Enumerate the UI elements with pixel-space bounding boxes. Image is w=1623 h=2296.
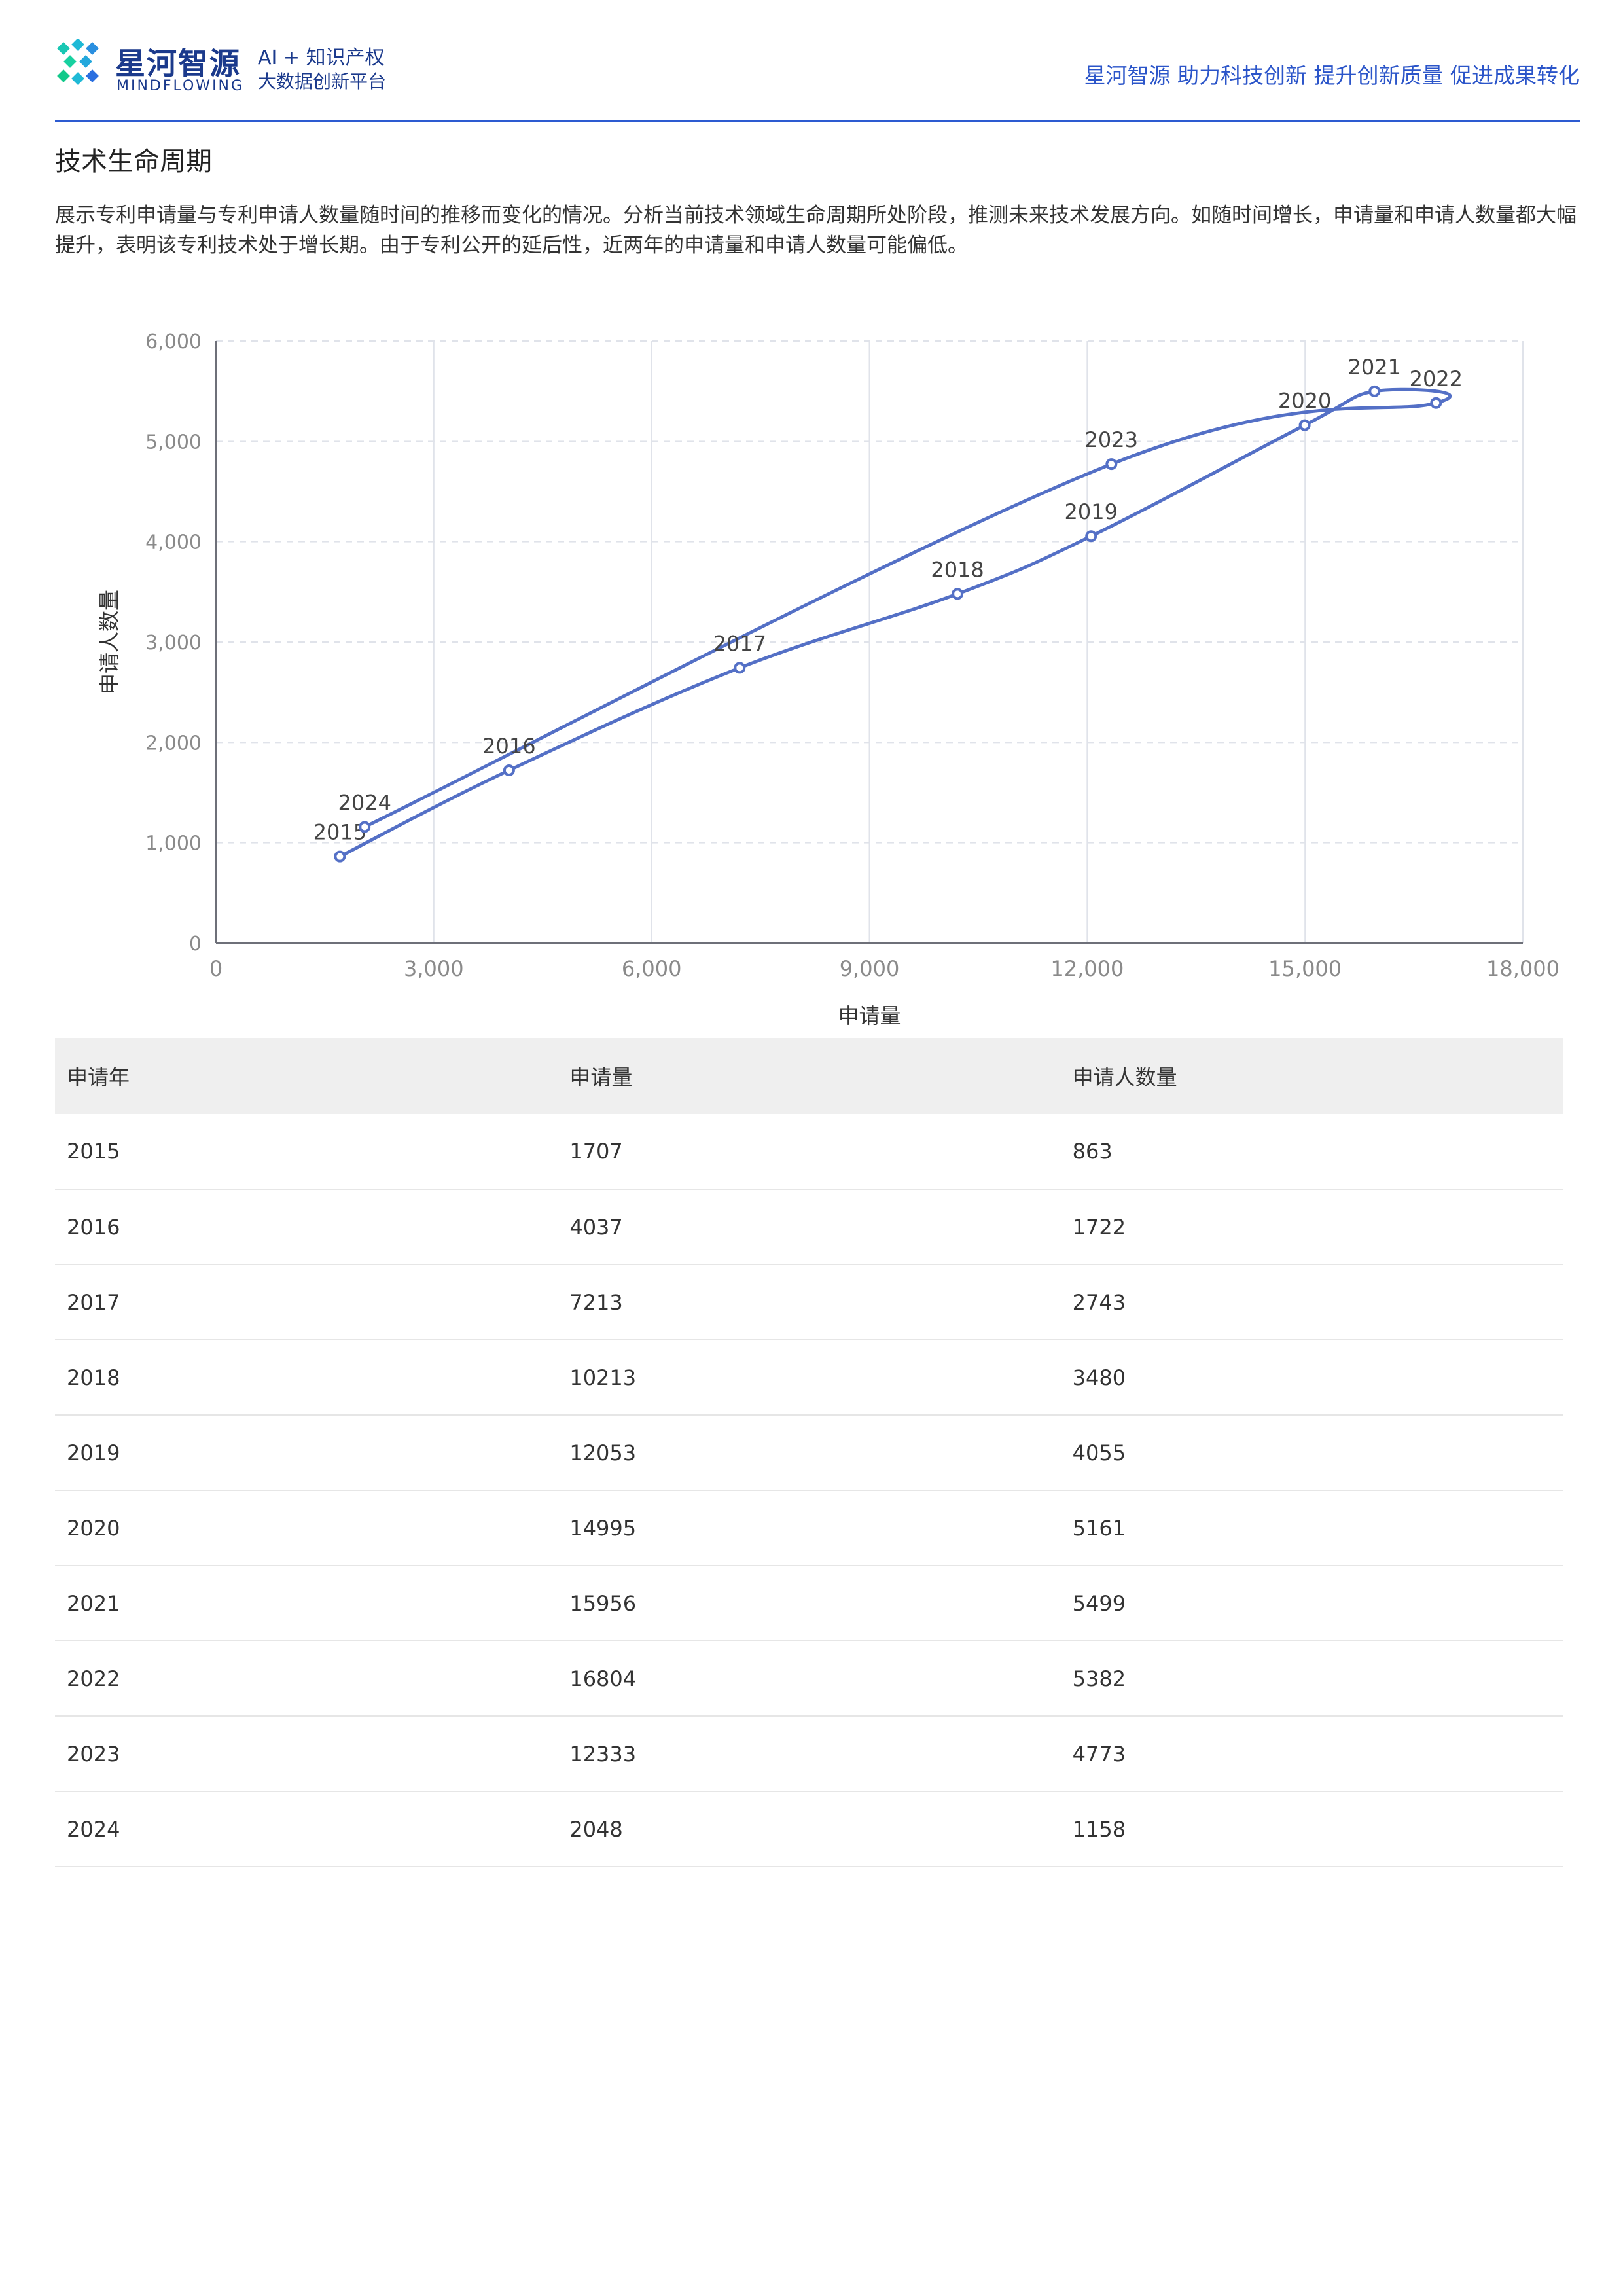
cell-applicants: 5382 (1072, 1666, 1126, 1691)
data-label-2019: 2019 (1064, 499, 1117, 524)
y-tick-label: 1,000 (145, 833, 202, 855)
cell-applicants: 863 (1072, 1139, 1113, 1164)
column-header-applicants: 申请人数量 (1072, 1065, 1177, 1090)
data-point-2017 (734, 662, 746, 674)
table-row: 2023 12333 4773 (55, 1716, 1563, 1791)
x-tick-label: 15,000 (1268, 956, 1342, 981)
y-tick-label: 4,000 (145, 531, 202, 554)
brand-tagline-2: 大数据创新平台 (258, 71, 387, 92)
series-line (339, 387, 1452, 858)
cell-year: 2021 (67, 1590, 120, 1616)
table-header-row: 申请年 申请量 申请人数量 (55, 1038, 1563, 1114)
cell-applications: 14995 (569, 1515, 637, 1541)
cell-applicants: 4055 (1072, 1440, 1126, 1465)
page-header: 星河智源 MINDFLOWING AI + 知识产权 大数据创新平台 星河智源 … (55, 36, 1580, 121)
cell-year: 2024 (67, 1816, 120, 1842)
cell-applications: 15956 (569, 1590, 637, 1616)
cell-year: 2022 (67, 1666, 120, 1691)
cell-year: 2019 (67, 1440, 120, 1465)
data-point-2019 (1085, 530, 1097, 543)
x-tick-label: 6,000 (622, 956, 682, 981)
data-point-2018 (952, 588, 964, 600)
section-description: 展示专利申请量与专利申请人数量随时间的推移而变化的情况。分析当前技术领域生命周期… (55, 204, 1577, 257)
cell-applications: 10213 (569, 1365, 637, 1390)
cell-year: 2016 (67, 1214, 120, 1240)
cell-applications: 1707 (569, 1139, 623, 1164)
x-axis-title: 申请量 (838, 1003, 901, 1028)
x-tick-label: 9,000 (840, 956, 900, 981)
brand-name-en: MINDFLOWING (116, 78, 245, 94)
lifecycle-table: 申请年 申请量 申请人数量 2015 1707 863 2016 4037 1722 2… (55, 1038, 1563, 1867)
y-tick-label: 3,000 (145, 632, 202, 655)
data-label-2024: 2024 (338, 790, 391, 815)
cell-applications: 7213 (569, 1289, 623, 1315)
y-tick-label: 2,000 (145, 732, 202, 755)
cell-applications: 16804 (569, 1666, 637, 1691)
table-row: 2019 12053 4055 (55, 1415, 1563, 1490)
y-tick-label: 5,000 (145, 431, 202, 454)
data-label-2015: 2015 (313, 820, 366, 845)
cell-applications: 12053 (569, 1440, 637, 1465)
cell-applications: 2048 (569, 1816, 623, 1842)
column-header-applications: 申请量 (569, 1065, 633, 1090)
data-point-2022 (1430, 397, 1442, 409)
x-tick-label: 3,000 (404, 956, 464, 981)
table-row: 2015 1707 863 (55, 1114, 1563, 1189)
table-row: 2022 16804 5382 (55, 1641, 1563, 1716)
cell-applicants: 5499 (1072, 1590, 1126, 1616)
cell-year: 2020 (67, 1515, 120, 1541)
table-row: 2021 15956 5499 (55, 1566, 1563, 1641)
data-label-2021: 2021 (1348, 355, 1401, 380)
section-title: 技术生命周期 (55, 147, 212, 177)
mindflowing-logo-icon (57, 39, 99, 85)
cell-applications: 4037 (569, 1214, 623, 1240)
data-point-2020 (1298, 419, 1311, 431)
cell-year: 2018 (67, 1365, 120, 1390)
cell-applicants: 2743 (1072, 1289, 1126, 1315)
y-axis-title: 申请人数量 (97, 590, 122, 694)
cell-applicants: 5161 (1072, 1515, 1126, 1541)
cell-applications: 12333 (569, 1741, 637, 1767)
cell-applicants: 4773 (1072, 1741, 1126, 1767)
x-tick-label: 0 (209, 956, 223, 981)
data-label-2018: 2018 (931, 557, 984, 582)
y-tick-label: 0 (189, 933, 202, 956)
column-header-year: 申请年 (67, 1065, 130, 1090)
table-row: 2020 14995 5161 (55, 1490, 1563, 1566)
cell-year: 2023 (67, 1741, 120, 1767)
data-point-2024 (359, 821, 371, 833)
brand-name-cn: 星河智源 (115, 46, 241, 81)
data-label-2016: 2016 (482, 734, 535, 759)
data-point-2016 (503, 764, 515, 776)
data-label-2020: 2020 (1278, 389, 1331, 414)
table-row: 2024 2048 1158 (55, 1791, 1563, 1867)
cell-applicants: 3480 (1072, 1365, 1126, 1390)
table-row: 2018 10213 3480 (55, 1340, 1563, 1415)
cell-applicants: 1722 (1072, 1214, 1126, 1240)
table-row: 2016 4037 1722 (55, 1189, 1563, 1265)
lifecycle-chart: 0 1,000 2,000 3,000 4,000 5,000 6,000 0 3,000 6,0… (97, 331, 1560, 1028)
data-point-2023 (1105, 458, 1118, 471)
cell-year: 2015 (67, 1139, 120, 1164)
data-label-2022: 2022 (1410, 367, 1463, 391)
cell-year: 2017 (67, 1289, 120, 1315)
x-tick-label: 18,000 (1486, 956, 1560, 981)
data-label-2023: 2023 (1085, 427, 1138, 452)
data-label-2017: 2017 (713, 631, 766, 656)
data-point-2015 (334, 850, 346, 863)
header-divider (55, 120, 1580, 122)
cell-applicants: 1158 (1072, 1816, 1126, 1842)
y-tick-label: 6,000 (145, 331, 202, 353)
data-point-2021 (1368, 385, 1381, 397)
header-slogan: 星河智源 助力科技创新 提升创新质量 促进成果转化 (1084, 63, 1580, 88)
brand-tagline-1: AI + 知识产权 (258, 46, 385, 69)
table-row: 2017 7213 2743 (55, 1265, 1563, 1340)
x-tick-label: 12,000 (1050, 956, 1124, 981)
